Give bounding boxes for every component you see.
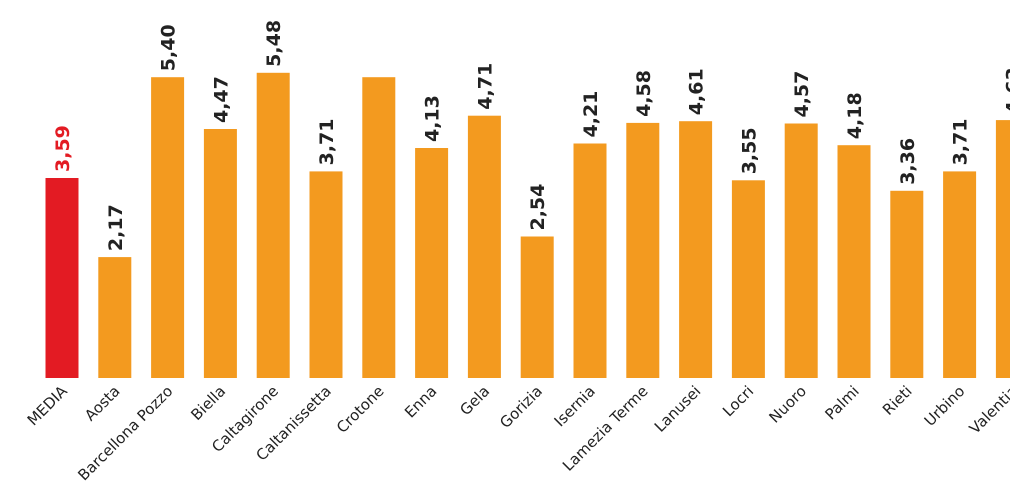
bar-aosta bbox=[98, 257, 132, 378]
category-label-enna: Enna bbox=[401, 382, 440, 421]
category-label-valentia: Valentia bbox=[966, 382, 1010, 437]
category-label-isernia: Isernia bbox=[551, 382, 599, 430]
category-label-nuoro: Nuoro bbox=[766, 382, 810, 426]
bar-caltagirone bbox=[256, 72, 290, 379]
value-label-enna: 4,13 bbox=[422, 95, 444, 142]
value-label-lanusei: 4,61 bbox=[686, 68, 708, 115]
bar-gela bbox=[467, 115, 501, 378]
bar-palmi bbox=[837, 145, 871, 378]
bar-media bbox=[45, 178, 79, 378]
value-label-aosta: 2,17 bbox=[105, 204, 127, 251]
bar-locri bbox=[731, 180, 765, 378]
value-label-gela: 4,71 bbox=[474, 63, 496, 110]
value-label-nuoro: 4,57 bbox=[791, 71, 813, 118]
category-label-aosta: Aosta bbox=[81, 382, 123, 424]
bars-group bbox=[45, 72, 1010, 379]
category-label-lanusei: Lanusei bbox=[651, 382, 705, 436]
value-label-valentia: 4,63 bbox=[1002, 67, 1010, 114]
value-label-isernia: 4,21 bbox=[580, 91, 602, 138]
bar-nuoro bbox=[784, 123, 818, 378]
value-label-locri: 3,55 bbox=[738, 127, 760, 174]
value-label-palmi: 4,18 bbox=[844, 92, 866, 139]
bar-caltanissetta bbox=[309, 171, 343, 378]
value-labels-group: 3,59 2,17 5,40 4,47 5,48 3,71 4,13 4,71 2,54 4,21… bbox=[52, 20, 1010, 251]
bar-urbino bbox=[943, 171, 977, 378]
value-label-rieti: 3,36 bbox=[897, 138, 919, 185]
bar-crotone bbox=[362, 77, 396, 378]
value-label-barcellona-pozzo: 5,40 bbox=[158, 24, 180, 71]
value-label-biella: 4,47 bbox=[210, 76, 232, 123]
bar-rieti bbox=[890, 190, 924, 378]
category-label-gela: Gela bbox=[456, 382, 493, 419]
bar-lanusei bbox=[679, 121, 713, 378]
category-label-rieti: Rieti bbox=[879, 382, 916, 419]
category-label-locri: Locri bbox=[719, 382, 757, 420]
bar-isernia bbox=[573, 143, 607, 378]
value-label-caltagirone: 5,48 bbox=[263, 20, 285, 67]
category-label-media: MEDIA bbox=[24, 382, 72, 430]
category-label-gorizia: Gorizia bbox=[496, 382, 546, 432]
bar-lamezia-terme bbox=[626, 122, 660, 379]
value-label-urbino: 3,71 bbox=[950, 119, 972, 166]
value-label-media: 3,59 bbox=[52, 125, 74, 172]
category-label-crotone: Crotone bbox=[333, 382, 388, 437]
bar-enna bbox=[415, 148, 449, 378]
category-label-barcellona-pozzo: Barcellona Pozzo bbox=[74, 382, 176, 484]
bar-biella bbox=[203, 129, 237, 378]
category-label-biella: Biella bbox=[187, 382, 229, 424]
category-label-palmi: Palmi bbox=[821, 382, 862, 423]
value-label-lamezia-terme: 4,58 bbox=[633, 70, 655, 117]
value-label-caltanissetta: 3,71 bbox=[316, 119, 338, 166]
category-label-urbino: Urbino bbox=[921, 382, 969, 430]
bar-barcellona-pozzo bbox=[151, 77, 185, 378]
bar-valentia bbox=[995, 120, 1010, 378]
value-label-gorizia: 2,54 bbox=[527, 184, 549, 231]
bar-gorizia bbox=[520, 236, 554, 378]
